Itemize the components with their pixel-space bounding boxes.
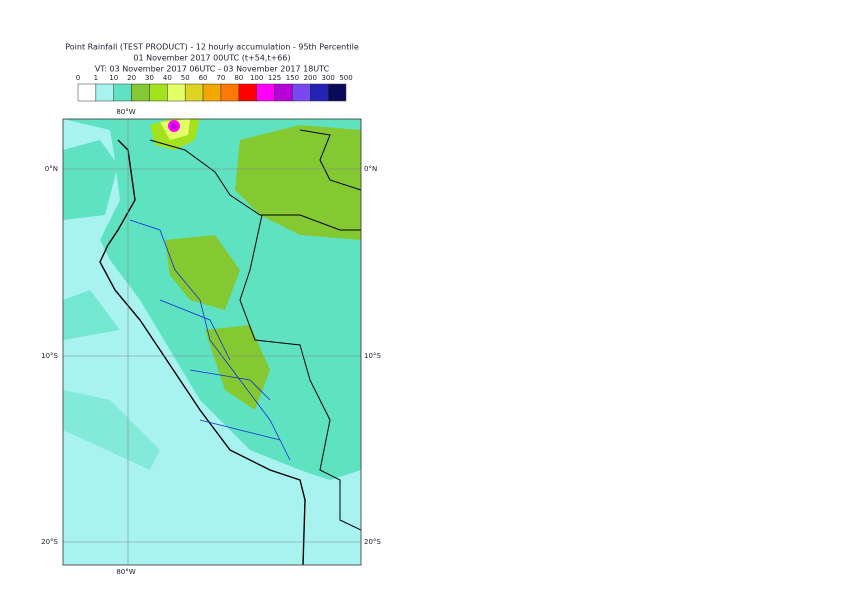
lon-label: 80°W — [116, 568, 135, 576]
valid-time: VT: 03 November 2017 06UTC - 03 November… — [95, 65, 330, 74]
colorbar-label: 60 — [199, 74, 208, 82]
colorbar-label: 50 — [181, 74, 190, 82]
colorbar-label: 10 — [109, 74, 118, 82]
colorbar-swatch — [113, 83, 132, 102]
colorbar-label: 500 — [339, 74, 352, 82]
colorbar-swatch — [310, 83, 329, 102]
colorbar-swatch — [77, 83, 97, 102]
colorbar: 0 1 10 20 30 40 50 60 70 80 100 125 150 200 300 500 — [76, 74, 353, 102]
colorbar-label: 200 — [304, 74, 317, 82]
colorbar-label: 100 — [250, 74, 263, 82]
colorbar-label: 40 — [163, 74, 172, 82]
colorbar-swatch — [274, 83, 293, 102]
colorbar-label: 1 — [94, 74, 98, 82]
colorbar-swatch — [95, 83, 114, 102]
colorbar-label: 20 — [127, 74, 136, 82]
colorbar-swatch — [327, 83, 347, 102]
colorbar-label: 150 — [286, 74, 299, 82]
lat-label: 10°S — [364, 352, 381, 360]
lat-label: 0°N — [364, 165, 377, 173]
colorbar-swatch — [131, 83, 150, 102]
map-field — [63, 119, 361, 565]
lat-label: 0°N — [45, 165, 58, 173]
colorbar-label: 300 — [321, 74, 334, 82]
colorbar-swatch — [238, 83, 257, 102]
lat-label: 20°S — [364, 538, 381, 546]
colorbar-swatch — [167, 83, 186, 102]
lat-label: 10°S — [41, 352, 58, 360]
lon-label: 80°W — [116, 108, 135, 116]
colorbar-label: 125 — [268, 74, 281, 82]
colorbar-swatch — [184, 83, 204, 102]
run-time: 01 November 2017 00UTC (t+54,t+66) — [133, 54, 290, 63]
colorbar-label: 0 — [76, 74, 80, 82]
map-frame — [62, 118, 362, 566]
lat-label: 20°S — [41, 538, 58, 546]
colorbar-label: 70 — [216, 74, 225, 82]
colorbar-swatch — [220, 83, 240, 102]
colorbar-swatch — [256, 83, 275, 102]
colorbar-swatch — [292, 83, 311, 102]
colorbar-label: 80 — [234, 74, 243, 82]
colorbar-swatch — [149, 83, 168, 102]
colorbar-label: 30 — [145, 74, 154, 82]
title: Point Rainfall (TEST PRODUCT) - 12 hourl… — [65, 43, 359, 52]
colorbar-swatch — [202, 83, 222, 102]
